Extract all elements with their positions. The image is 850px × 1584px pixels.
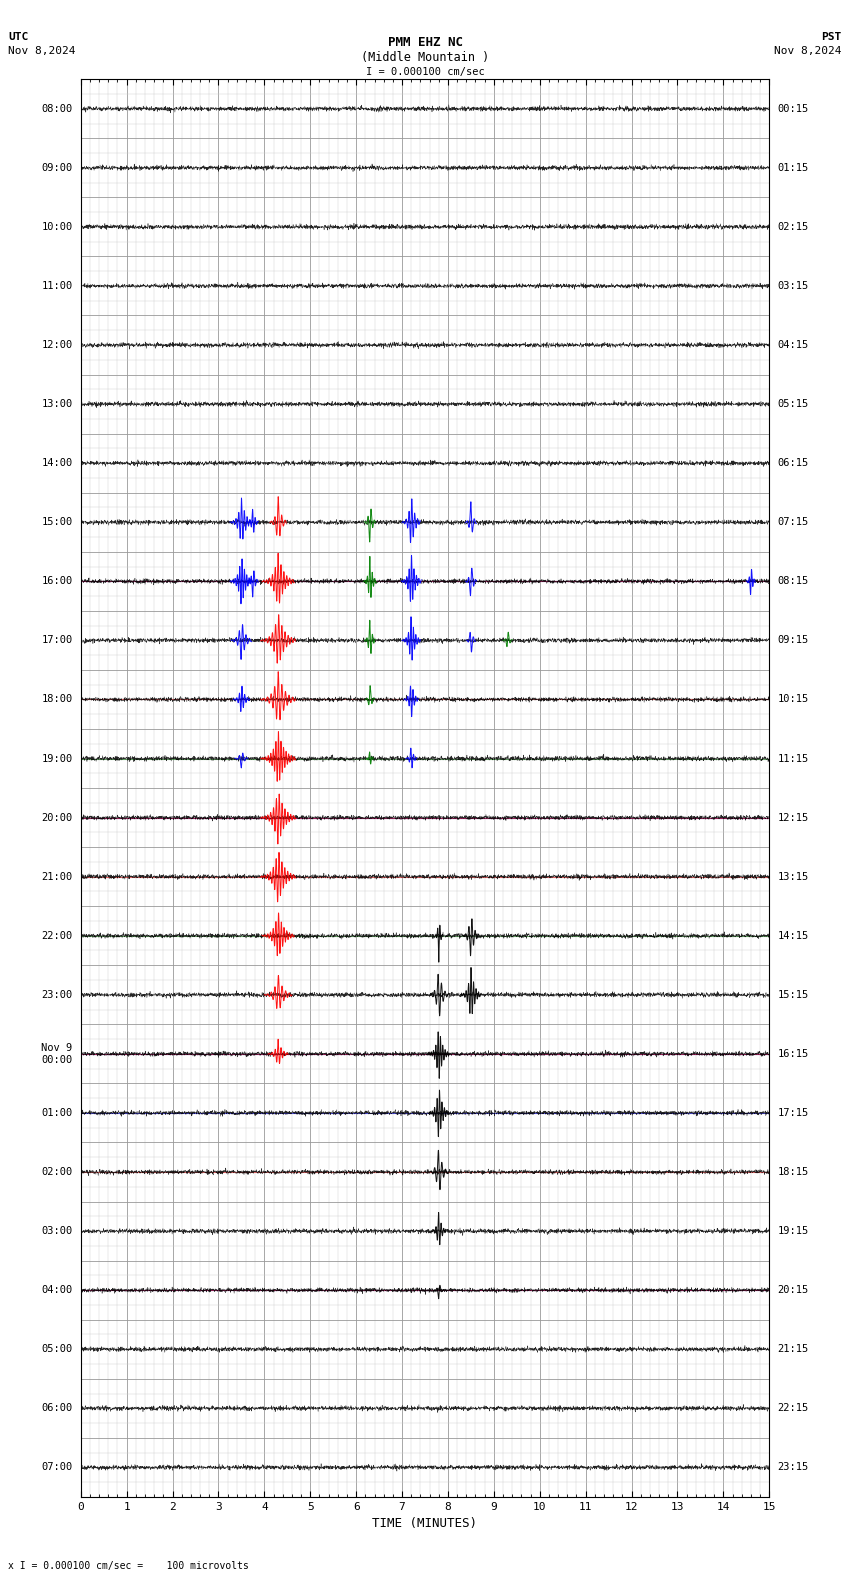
Text: 23:00: 23:00 (42, 990, 72, 1000)
Text: 21:15: 21:15 (778, 1345, 808, 1354)
Text: 06:00: 06:00 (42, 1403, 72, 1413)
Text: 09:00: 09:00 (42, 163, 72, 173)
Text: 00:15: 00:15 (778, 103, 808, 114)
Text: 05:00: 05:00 (42, 1345, 72, 1354)
Text: 13:00: 13:00 (42, 399, 72, 409)
Text: 23:15: 23:15 (778, 1462, 808, 1473)
Text: 07:15: 07:15 (778, 518, 808, 527)
Text: 16:00: 16:00 (42, 577, 72, 586)
Text: 13:15: 13:15 (778, 871, 808, 882)
Text: 01:00: 01:00 (42, 1107, 72, 1118)
Text: 11:15: 11:15 (778, 754, 808, 763)
Text: 20:00: 20:00 (42, 813, 72, 822)
Text: 19:15: 19:15 (778, 1226, 808, 1236)
Text: 11:00: 11:00 (42, 280, 72, 291)
Text: 10:00: 10:00 (42, 222, 72, 231)
Text: 03:15: 03:15 (778, 280, 808, 291)
Text: 05:15: 05:15 (778, 399, 808, 409)
Text: 03:00: 03:00 (42, 1226, 72, 1236)
Text: 14:00: 14:00 (42, 458, 72, 469)
Text: Nov 8,2024: Nov 8,2024 (774, 46, 842, 55)
Text: 20:15: 20:15 (778, 1285, 808, 1296)
Text: 08:15: 08:15 (778, 577, 808, 586)
Text: PST: PST (821, 32, 842, 41)
Text: Nov 9
00:00: Nov 9 00:00 (42, 1042, 72, 1064)
Text: 16:15: 16:15 (778, 1049, 808, 1058)
X-axis label: TIME (MINUTES): TIME (MINUTES) (372, 1517, 478, 1530)
Text: 10:15: 10:15 (778, 694, 808, 705)
Text: 12:00: 12:00 (42, 341, 72, 350)
Text: 08:00: 08:00 (42, 103, 72, 114)
Text: 06:15: 06:15 (778, 458, 808, 469)
Text: 14:15: 14:15 (778, 931, 808, 941)
Text: x I = 0.000100 cm/sec =    100 microvolts: x I = 0.000100 cm/sec = 100 microvolts (8, 1562, 249, 1571)
Text: 17:15: 17:15 (778, 1107, 808, 1118)
Text: UTC: UTC (8, 32, 29, 41)
Text: PMM EHZ NC: PMM EHZ NC (388, 36, 462, 49)
Text: I = 0.000100 cm/sec: I = 0.000100 cm/sec (366, 67, 484, 76)
Text: 22:15: 22:15 (778, 1403, 808, 1413)
Text: Nov 8,2024: Nov 8,2024 (8, 46, 76, 55)
Text: 21:00: 21:00 (42, 871, 72, 882)
Text: 04:00: 04:00 (42, 1285, 72, 1296)
Text: 22:00: 22:00 (42, 931, 72, 941)
Text: 09:15: 09:15 (778, 635, 808, 645)
Text: 02:00: 02:00 (42, 1167, 72, 1177)
Text: 01:15: 01:15 (778, 163, 808, 173)
Text: 12:15: 12:15 (778, 813, 808, 822)
Text: 17:00: 17:00 (42, 635, 72, 645)
Text: 15:15: 15:15 (778, 990, 808, 1000)
Text: 02:15: 02:15 (778, 222, 808, 231)
Text: 04:15: 04:15 (778, 341, 808, 350)
Text: 18:00: 18:00 (42, 694, 72, 705)
Text: 07:00: 07:00 (42, 1462, 72, 1473)
Text: 18:15: 18:15 (778, 1167, 808, 1177)
Text: 19:00: 19:00 (42, 754, 72, 763)
Text: 15:00: 15:00 (42, 518, 72, 527)
Text: (Middle Mountain ): (Middle Mountain ) (361, 51, 489, 63)
